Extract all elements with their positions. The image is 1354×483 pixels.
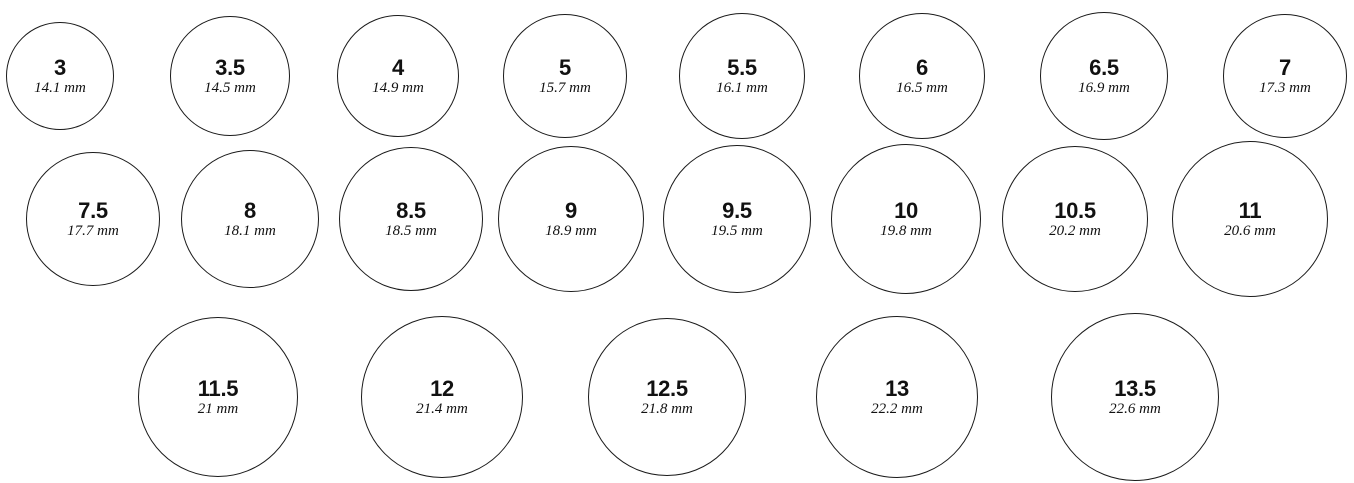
ring-diameter-label: 17.3 mm	[1259, 79, 1311, 96]
ring-size-label: 7.5	[78, 197, 108, 223]
ring-diameter-label: 20.2 mm	[1049, 222, 1101, 239]
ring-size-circle: 3.5 14.5 mm	[170, 16, 290, 136]
ring-size-label: 12.5	[646, 375, 688, 401]
ring-size-circle: 12 21.4 mm	[361, 316, 523, 478]
ring-size-label: 13.5	[1114, 375, 1156, 401]
ring-size-circle: 3 14.1 mm	[6, 22, 114, 130]
ring-diameter-label: 14.9 mm	[372, 79, 424, 96]
ring-diameter-label: 15.7 mm	[539, 79, 591, 96]
ring-diameter-label: 19.5 mm	[711, 222, 763, 239]
ring-diameter-label: 18.1 mm	[224, 222, 276, 239]
ring-size-circle: 11.5 21 mm	[138, 317, 298, 477]
ring-diameter-label: 22.6 mm	[1109, 400, 1161, 417]
ring-size-circle: 7 17.3 mm	[1223, 14, 1347, 138]
ring-size-circle: 5 15.7 mm	[503, 14, 627, 138]
ring-size-label: 7	[1279, 54, 1291, 80]
ring-diameter-label: 16.5 mm	[896, 79, 948, 96]
ring-diameter-label: 18.5 mm	[385, 222, 437, 239]
ring-size-circle: 11 20.6 mm	[1172, 141, 1328, 297]
ring-diameter-label: 19.8 mm	[880, 222, 932, 239]
ring-diameter-label: 21 mm	[197, 400, 239, 417]
ring-size-label: 11.5	[197, 375, 239, 401]
ring-diameter-label: 20.6 mm	[1224, 222, 1276, 239]
ring-size-circle: 10 19.8 mm	[831, 144, 981, 294]
ring-diameter-label: 17.7 mm	[67, 222, 119, 239]
ring-size-circle: 4 14.9 mm	[337, 15, 459, 137]
ring-diameter-label: 14.5 mm	[204, 79, 256, 96]
ring-diameter-label: 16.1 mm	[716, 79, 768, 96]
ring-size-circle: 8.5 18.5 mm	[339, 147, 483, 291]
ring-diameter-label: 18.9 mm	[545, 222, 597, 239]
ring-size-circle: 9 18.9 mm	[498, 146, 644, 292]
ring-size-label: 5	[559, 54, 571, 80]
ring-size-circle: 6.5 16.9 mm	[1040, 12, 1168, 140]
ring-size-circle: 8 18.1 mm	[181, 150, 319, 288]
ring-size-circle: 9.5 19.5 mm	[663, 145, 811, 293]
ring-size-circle: 10.5 20.2 mm	[1002, 146, 1148, 292]
ring-size-label: 6.5	[1089, 54, 1119, 80]
ring-size-circle: 13 22.2 mm	[816, 316, 978, 478]
ring-size-label: 10	[894, 197, 918, 223]
ring-size-label: 10.5	[1054, 197, 1096, 223]
ring-diameter-label: 14.1 mm	[34, 79, 86, 96]
ring-size-label: 3.5	[215, 54, 245, 80]
ring-size-label: 4	[392, 54, 404, 80]
ring-size-circle: 12.5 21.8 mm	[588, 318, 746, 476]
ring-size-label: 3	[54, 54, 66, 80]
ring-size-label: 9	[565, 197, 577, 223]
ring-size-label: 5.5	[727, 54, 757, 80]
ring-size-circle: 13.5 22.6 mm	[1051, 313, 1219, 481]
ring-size-circle: 7.5 17.7 mm	[26, 152, 160, 286]
ring-diameter-label: 21.4 mm	[416, 400, 468, 417]
ring-size-label: 11	[1238, 197, 1262, 223]
ring-diameter-label: 21.8 mm	[641, 400, 693, 417]
ring-size-label: 12	[430, 375, 454, 401]
ring-size-label: 13	[885, 375, 909, 401]
ring-size-label: 6	[916, 54, 928, 80]
ring-size-circle: 6 16.5 mm	[859, 13, 985, 139]
ring-diameter-label: 16.9 mm	[1078, 79, 1130, 96]
ring-size-label: 8	[244, 197, 256, 223]
ring-size-circle: 5.5 16.1 mm	[679, 13, 805, 139]
ring-diameter-label: 22.2 mm	[871, 400, 923, 417]
ring-size-label: 9.5	[722, 197, 752, 223]
ring-size-label: 8.5	[396, 197, 426, 223]
